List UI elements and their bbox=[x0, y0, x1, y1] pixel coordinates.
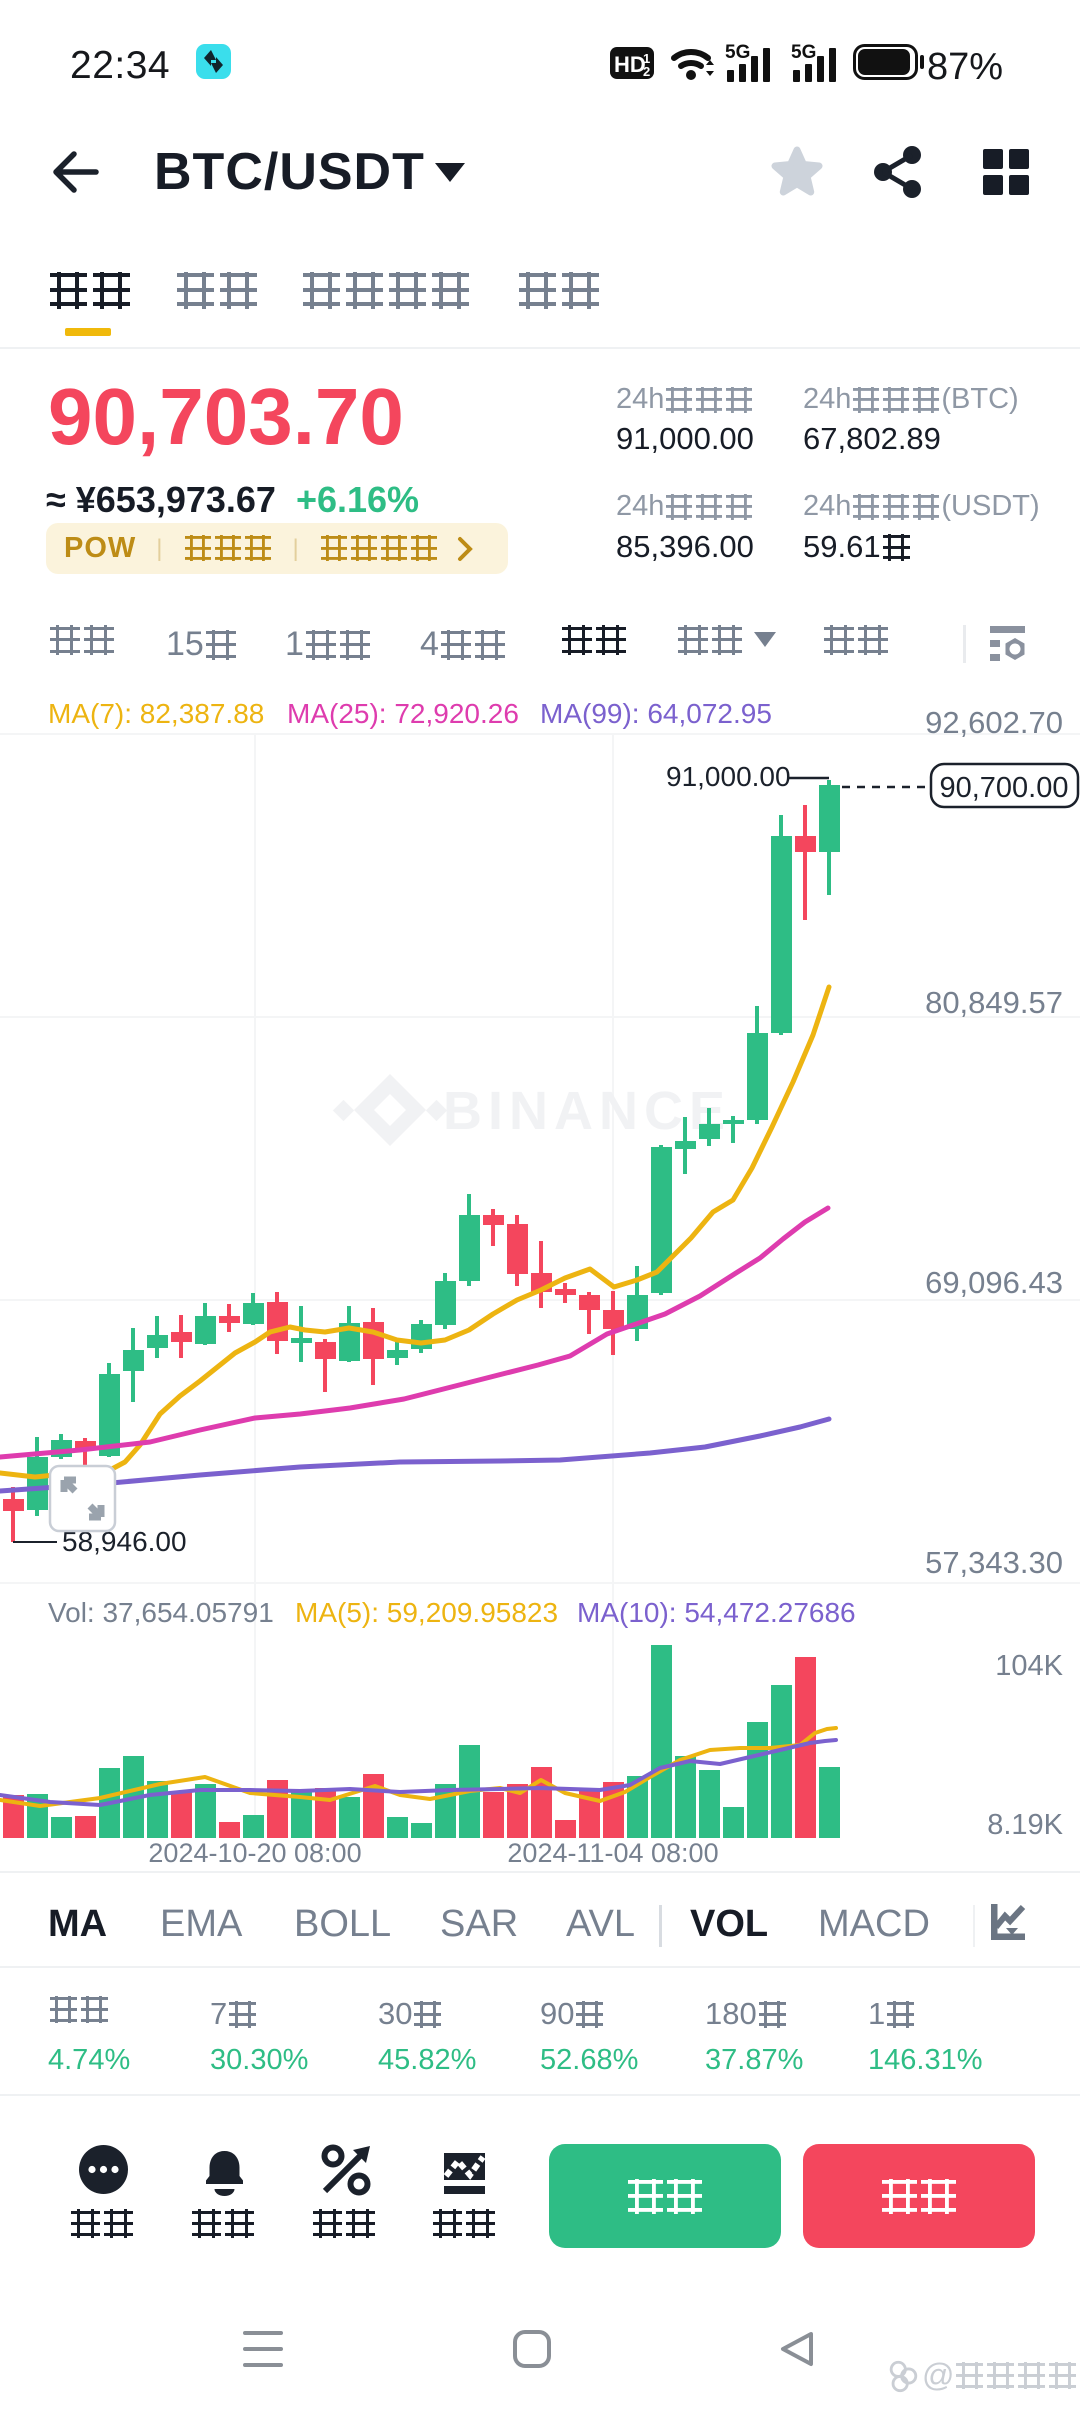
svg-text:57,343.30: 57,343.30 bbox=[925, 1545, 1063, 1580]
svg-text:MA(10): 54,472.27686: MA(10): 54,472.27686 bbox=[577, 1597, 856, 1628]
svg-text:MA(99): 64,072.95: MA(99): 64,072.95 bbox=[540, 698, 772, 729]
svg-text:92,602.70: 92,602.70 bbox=[925, 705, 1063, 740]
svg-text:5G: 5G bbox=[791, 42, 816, 63]
svg-text:BINANCE: BINANCE bbox=[443, 1081, 731, 1141]
svg-text:104K: 104K bbox=[995, 1650, 1063, 1682]
svg-text:69,096.43: 69,096.43 bbox=[925, 1265, 1063, 1300]
svg-text:HD: HD bbox=[614, 52, 646, 77]
svg-text:2: 2 bbox=[643, 64, 650, 79]
svg-text:1: 1 bbox=[643, 51, 650, 66]
svg-text:80,849.57: 80,849.57 bbox=[925, 985, 1063, 1020]
svg-text:MA(7): 82,387.88: MA(7): 82,387.88 bbox=[48, 698, 264, 729]
svg-text:91,000.00: 91,000.00 bbox=[666, 761, 791, 792]
svg-text:2024-10-20 08:00: 2024-10-20 08:00 bbox=[148, 1838, 361, 1868]
svg-text:90,700.00: 90,700.00 bbox=[939, 772, 1068, 804]
svg-text:MA(25): 72,920.26: MA(25): 72,920.26 bbox=[287, 698, 519, 729]
svg-text:MA(5): 59,209.95823: MA(5): 59,209.95823 bbox=[295, 1597, 558, 1628]
svg-text:8.19K: 8.19K bbox=[987, 1809, 1063, 1841]
svg-text:Vol: 37,654.05791: Vol: 37,654.05791 bbox=[48, 1597, 274, 1628]
svg-text:5G: 5G bbox=[725, 42, 750, 63]
svg-text:2024-11-04 08:00: 2024-11-04 08:00 bbox=[507, 1838, 718, 1868]
